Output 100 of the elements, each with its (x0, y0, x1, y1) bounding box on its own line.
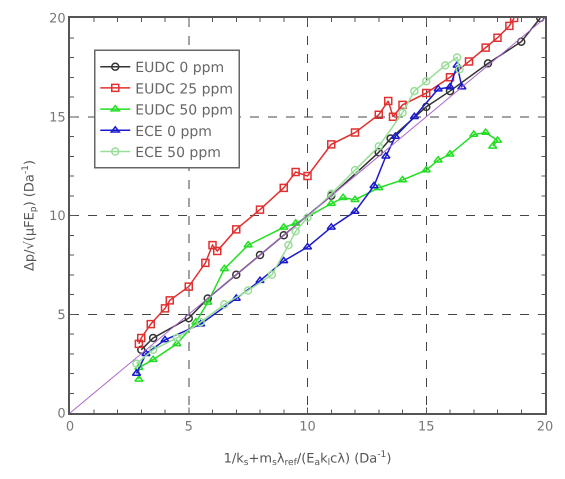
point (452, 53, 462, 62)
point (326, 199, 336, 206)
point (303, 172, 312, 180)
point (220, 264, 230, 272)
legend-label: EUDC 0 ppm (135, 60, 224, 76)
point (410, 112, 420, 120)
point (327, 140, 336, 149)
point (517, 37, 526, 46)
point (374, 148, 383, 157)
point (433, 84, 443, 92)
point (134, 340, 144, 348)
point (374, 110, 383, 120)
x-tick-label: 20 (536, 419, 554, 434)
point (137, 334, 146, 342)
point (208, 240, 217, 250)
point (166, 296, 174, 305)
point (398, 100, 407, 110)
point (172, 334, 182, 342)
point (134, 375, 144, 382)
legend-label: ECE 0 ppm (135, 124, 212, 140)
point (493, 34, 502, 42)
point (284, 240, 293, 250)
point (422, 76, 430, 86)
point (422, 102, 430, 112)
legend-label: ECE 50 ppm (135, 144, 221, 161)
legend-label: EUDC 25 ppm (135, 81, 234, 98)
point (422, 88, 430, 98)
point (232, 225, 240, 234)
point (220, 300, 229, 309)
point (213, 246, 222, 256)
point (338, 193, 348, 200)
point (464, 57, 474, 66)
point (291, 227, 300, 236)
point (243, 240, 253, 248)
point (480, 128, 490, 136)
x-tick-label: 15 (418, 419, 435, 434)
point (256, 250, 264, 260)
point (350, 207, 360, 214)
point (184, 282, 193, 291)
point (446, 73, 454, 82)
y-tick-label: 0 (57, 406, 66, 422)
point (350, 128, 360, 137)
x-tick-label: 10 (299, 419, 316, 434)
point (410, 86, 419, 96)
point (256, 205, 264, 214)
point (388, 112, 398, 121)
point (232, 270, 240, 279)
point (134, 363, 144, 370)
point (369, 182, 379, 188)
point (291, 168, 300, 176)
y-tick-label: 20 (49, 12, 66, 27)
point (441, 61, 450, 70)
legend-label: EUDC 50 ppm (135, 102, 234, 119)
point (468, 130, 479, 138)
point (481, 43, 490, 52)
point (350, 195, 360, 202)
point (455, 65, 464, 74)
point (255, 276, 265, 284)
point (445, 150, 455, 157)
y-tick-label: 10 (49, 209, 66, 224)
point (446, 86, 454, 96)
point (148, 334, 158, 342)
point (148, 355, 158, 362)
point (137, 346, 146, 354)
x-tick-label: 5 (184, 419, 193, 434)
point (148, 346, 158, 354)
point (132, 359, 141, 368)
point (160, 336, 170, 342)
y-tick-label: 15 (49, 110, 66, 126)
point (244, 286, 252, 295)
point (445, 82, 455, 90)
point (390, 132, 400, 139)
point (386, 134, 395, 143)
point (484, 59, 492, 68)
point (172, 340, 182, 346)
text: 1/k$_{s}$+m$_{s}$λ$_{ref}$/(E$_{a}$k$_{l}$cλ) (Da$^{-1}$) (224, 450, 392, 468)
point (374, 142, 383, 151)
point (204, 294, 212, 303)
point (384, 96, 392, 106)
point (398, 176, 408, 182)
point (160, 304, 170, 313)
point (452, 61, 462, 68)
point (268, 270, 276, 279)
point (184, 314, 193, 322)
point (350, 166, 360, 174)
point (280, 231, 288, 240)
point (433, 156, 443, 163)
y-tick-label: 5 (57, 308, 66, 323)
point (381, 152, 391, 159)
point (290, 219, 300, 226)
point (201, 258, 210, 268)
point (505, 22, 514, 30)
point (398, 108, 407, 118)
point (303, 213, 312, 222)
point (492, 136, 502, 143)
point (457, 82, 467, 90)
point (191, 318, 201, 325)
point (421, 166, 432, 173)
point (302, 242, 312, 250)
point (141, 350, 151, 356)
